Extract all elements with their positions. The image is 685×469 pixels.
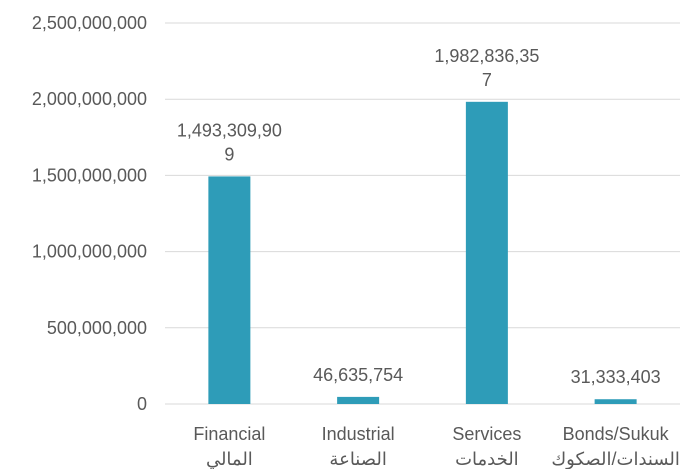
data-label: 1,982,836,35 — [434, 46, 539, 66]
data-label: 9 — [224, 144, 234, 164]
x-tick-label: Industrial — [322, 424, 395, 444]
bar — [465, 101, 508, 405]
x-tick-label: السندات/الصكوك — [551, 449, 680, 469]
data-labels: 1,493,309,90 9 46,635,754 1,982,836,35 7 31,3… — [177, 46, 661, 387]
data-label: 7 — [482, 70, 492, 90]
x-axis-categories: Financial المالي Industrial الصناعة Services… — [193, 424, 680, 469]
y-tick-label: 500,000,000 — [47, 318, 147, 338]
data-label: 1,493,309,90 — [177, 120, 282, 140]
bars — [208, 101, 637, 405]
data-label: 46,635,754 — [313, 365, 403, 385]
x-tick-label: الصناعة — [329, 449, 386, 469]
x-tick-label: الخدمات — [455, 449, 519, 469]
x-tick-label: Services — [452, 424, 521, 444]
bar — [208, 176, 251, 404]
y-axis-ticks: 0 500,000,000 1,000,000,000 1,500,000,000 2,… — [32, 13, 147, 414]
y-tick-label: 2,500,000,000 — [32, 13, 147, 33]
x-tick-label: المالي — [206, 449, 253, 469]
y-tick-label: 2,000,000,000 — [32, 89, 147, 109]
y-tick-label: 0 — [137, 394, 147, 414]
bar — [337, 396, 380, 404]
x-tick-label: Bonds/Sukuk — [563, 424, 670, 444]
y-tick-label: 1,000,000,000 — [32, 242, 147, 262]
y-tick-label: 1,500,000,000 — [32, 165, 147, 185]
gridlines — [165, 22, 680, 405]
bar — [594, 399, 637, 404]
data-label: 31,333,403 — [571, 367, 661, 387]
x-tick-label: Financial — [193, 424, 265, 444]
